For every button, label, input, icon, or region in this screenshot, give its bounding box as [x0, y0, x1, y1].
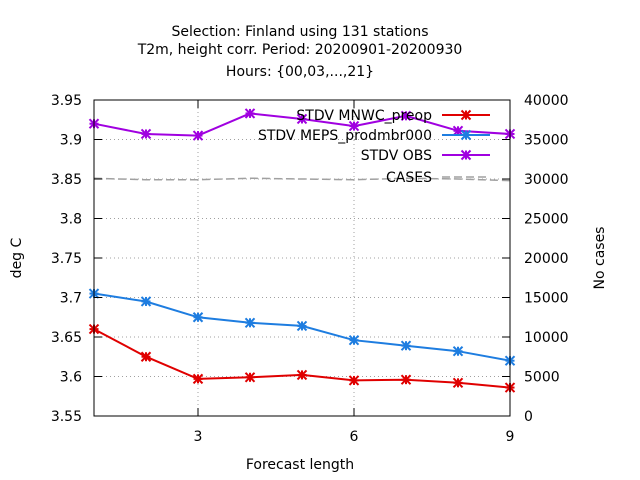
data-point — [348, 334, 360, 346]
data-point — [244, 372, 256, 383]
y2-tick-label: 40000 — [524, 93, 569, 109]
data-point — [140, 351, 152, 362]
legend-marker — [460, 109, 472, 121]
data-point — [244, 317, 256, 328]
series-line — [93, 177, 511, 182]
marker-stroke — [244, 108, 256, 119]
data-point — [192, 130, 204, 141]
marker-stroke — [452, 346, 464, 357]
y-tick-label: 3.55 — [51, 409, 82, 425]
x-axis-label: Forecast length — [246, 457, 354, 473]
data-point — [192, 312, 204, 323]
marker-stroke — [400, 374, 412, 385]
marker-stroke — [140, 351, 152, 362]
x-tick-label: 3 — [194, 429, 203, 445]
marker-stroke — [296, 113, 308, 125]
data-point — [296, 320, 308, 332]
marker-stroke — [244, 317, 256, 328]
title-line-3: Hours: {00,03,...,21} — [226, 64, 374, 80]
y2-tick-label: 30000 — [524, 172, 569, 188]
y2-tick-label: 15000 — [524, 291, 569, 307]
y-tick-label: 3.8 — [60, 212, 82, 228]
marker-stroke — [460, 129, 472, 141]
legend-marker — [460, 129, 472, 141]
marker-stroke — [244, 372, 256, 383]
x-tick-label: 6 — [350, 429, 359, 445]
y2-tick-label: 0 — [524, 409, 533, 425]
marker-stroke — [192, 130, 204, 141]
series-group — [88, 108, 516, 393]
data-point — [140, 296, 152, 307]
data-point — [400, 110, 412, 122]
data-point — [452, 346, 464, 357]
y-tick-label: 3.6 — [60, 370, 82, 386]
marker-stroke — [452, 377, 464, 389]
marker-stroke — [192, 312, 204, 323]
data-point — [140, 128, 152, 140]
marker-stroke — [296, 369, 308, 381]
marker-stroke — [400, 340, 412, 351]
y2-tick-label: 35000 — [524, 133, 569, 149]
marker-stroke — [348, 375, 360, 386]
y-tick-label: 3.65 — [51, 330, 82, 346]
axis-ticks: 3.55 3.6 3.65 3.7 3.75 3.8 3.85 3.9 3.95 0 5000 100… — [51, 93, 569, 445]
grid — [94, 100, 510, 416]
title-line-2: T2m, height corr. Period: 20200901-20200… — [137, 42, 463, 58]
marker-stroke — [296, 320, 308, 332]
legend-label: CASES — [386, 170, 432, 186]
series-0 — [88, 323, 516, 393]
series-2 — [88, 108, 516, 141]
legend-label: STDV MNWC_preop — [296, 108, 432, 124]
title-line-1: Selection: Finland using 131 stations — [171, 24, 428, 40]
series-1 — [88, 288, 516, 366]
legend-label: STDV MEPS_prodmbr000 — [258, 128, 432, 144]
marker-stroke — [460, 109, 472, 121]
y2-tick-label: 20000 — [524, 251, 569, 267]
data-point — [296, 113, 308, 125]
y2-tick-label: 5000 — [524, 370, 560, 386]
series-3 — [93, 177, 511, 182]
data-point — [400, 340, 412, 351]
marker-stroke — [400, 110, 412, 122]
y-tick-label: 3.9 — [60, 133, 82, 149]
marker-stroke — [348, 334, 360, 346]
chart-title: Selection: Finland using 131 stations T2… — [137, 24, 463, 80]
y2-tick-label: 10000 — [524, 330, 569, 346]
data-point — [452, 377, 464, 389]
data-point — [348, 120, 360, 132]
y-tick-label: 3.75 — [51, 251, 82, 267]
data-point — [244, 108, 256, 119]
data-point — [452, 125, 464, 137]
data-point — [192, 373, 204, 385]
marker-stroke — [192, 373, 204, 385]
y-tick-label: 3.95 — [51, 93, 82, 109]
y2-axis-label: No cases — [592, 227, 608, 290]
y-tick-label: 3.85 — [51, 172, 82, 188]
x-tick-label: 9 — [506, 429, 515, 445]
legend-label: STDV OBS — [361, 148, 432, 164]
marker-stroke — [140, 296, 152, 307]
data-point — [348, 375, 360, 386]
marker-stroke — [460, 149, 472, 161]
y2-tick-label: 25000 — [524, 212, 569, 228]
y-axis-label: deg C — [9, 237, 25, 278]
legend: STDV MNWC_preop STDV MEPS_prodmbr000 STDV … — [258, 108, 490, 186]
marker-stroke — [140, 128, 152, 140]
legend-marker — [460, 149, 472, 161]
y-tick-label: 3.7 — [60, 291, 82, 307]
data-point — [296, 369, 308, 381]
data-point — [400, 374, 412, 385]
marker-stroke — [348, 120, 360, 132]
marker-stroke — [452, 125, 464, 137]
